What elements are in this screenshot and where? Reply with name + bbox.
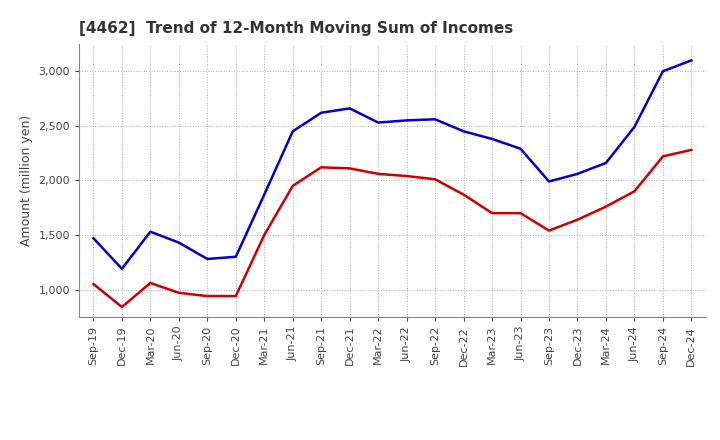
Ordinary Income — [630, 124, 639, 129]
Ordinary Income — [346, 106, 354, 111]
Net Income — [487, 210, 496, 216]
Ordinary Income — [374, 120, 382, 125]
Ordinary Income — [117, 266, 126, 271]
Ordinary Income — [289, 128, 297, 134]
Ordinary Income — [459, 128, 468, 134]
Ordinary Income — [487, 136, 496, 142]
Y-axis label: Amount (million yen): Amount (million yen) — [20, 115, 33, 246]
Net Income — [545, 228, 554, 233]
Ordinary Income — [545, 179, 554, 184]
Net Income — [146, 280, 155, 286]
Net Income — [232, 293, 240, 299]
Net Income — [687, 147, 696, 153]
Ordinary Income — [402, 118, 411, 123]
Ordinary Income — [659, 69, 667, 74]
Net Income — [402, 173, 411, 179]
Ordinary Income — [232, 254, 240, 260]
Net Income — [117, 304, 126, 310]
Net Income — [89, 282, 98, 287]
Net Income — [459, 192, 468, 197]
Ordinary Income — [687, 58, 696, 63]
Ordinary Income — [602, 160, 611, 165]
Net Income — [431, 177, 439, 182]
Ordinary Income — [174, 240, 183, 245]
Net Income — [573, 217, 582, 222]
Ordinary Income — [573, 171, 582, 176]
Net Income — [260, 232, 269, 238]
Line: Ordinary Income: Ordinary Income — [94, 60, 691, 269]
Net Income — [374, 171, 382, 176]
Ordinary Income — [516, 146, 525, 151]
Text: [4462]  Trend of 12-Month Moving Sum of Incomes: [4462] Trend of 12-Month Moving Sum of I… — [79, 21, 513, 36]
Net Income — [289, 183, 297, 188]
Ordinary Income — [146, 229, 155, 235]
Net Income — [203, 293, 212, 299]
Ordinary Income — [203, 257, 212, 262]
Net Income — [602, 204, 611, 209]
Net Income — [317, 165, 325, 170]
Ordinary Income — [317, 110, 325, 115]
Net Income — [516, 210, 525, 216]
Ordinary Income — [431, 117, 439, 122]
Ordinary Income — [260, 192, 269, 197]
Net Income — [346, 166, 354, 171]
Ordinary Income — [89, 235, 98, 241]
Net Income — [659, 154, 667, 159]
Net Income — [174, 290, 183, 295]
Net Income — [630, 189, 639, 194]
Line: Net Income: Net Income — [94, 150, 691, 307]
